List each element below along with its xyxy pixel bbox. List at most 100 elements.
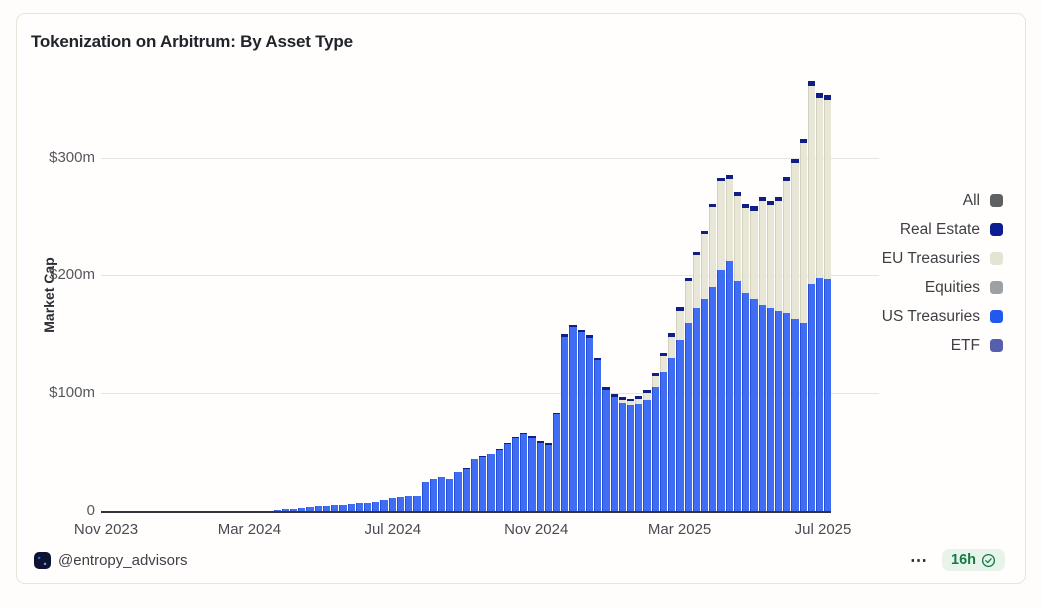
bar-column[interactable] [191, 81, 198, 511]
bar-column[interactable] [364, 81, 372, 511]
legend-item-equities[interactable]: Equities [882, 273, 1003, 302]
bar-column[interactable] [380, 81, 388, 511]
bar-column[interactable] [167, 81, 174, 511]
bar-column[interactable] [766, 81, 774, 511]
bar-column[interactable] [807, 81, 816, 511]
bar-column[interactable] [224, 81, 231, 511]
bar-column[interactable] [577, 81, 585, 511]
bar-column[interactable] [290, 81, 298, 511]
bar-column[interactable] [241, 81, 248, 511]
bar-column[interactable] [306, 81, 314, 511]
bar-column[interactable] [783, 81, 791, 511]
bar-column[interactable] [216, 81, 223, 511]
bar-column[interactable] [668, 81, 676, 511]
bar-column[interactable] [208, 81, 215, 511]
bar-column[interactable] [388, 81, 396, 511]
bar-column[interactable] [692, 81, 700, 511]
bar-column[interactable] [799, 81, 807, 511]
timestamp-text: 16h [951, 552, 976, 568]
bar-column[interactable] [372, 81, 380, 511]
bar-column[interactable] [569, 81, 577, 511]
bar-column[interactable] [717, 81, 725, 511]
bar-column[interactable] [495, 81, 503, 511]
bar-column[interactable] [396, 81, 405, 511]
bar-column[interactable] [454, 81, 462, 511]
bar-column[interactable] [437, 81, 446, 511]
bar-column[interactable] [314, 81, 322, 511]
bar-column[interactable] [700, 81, 709, 511]
bar-column[interactable] [709, 81, 717, 511]
bar-column[interactable] [470, 81, 479, 511]
bar-column[interactable] [618, 81, 626, 511]
legend-item-real-estate[interactable]: Real Estate [882, 215, 1003, 244]
bar-column[interactable] [750, 81, 758, 511]
bar-column[interactable] [109, 81, 116, 511]
bar-column[interactable] [233, 81, 240, 511]
bar-column[interactable] [331, 81, 339, 511]
bar-column[interactable] [676, 81, 684, 511]
bar-column[interactable] [553, 81, 561, 511]
bar-column[interactable] [281, 81, 290, 511]
bar-column[interactable] [503, 81, 511, 511]
bar-column[interactable] [183, 81, 190, 511]
bar-column[interactable] [487, 81, 495, 511]
bar-column[interactable] [816, 81, 824, 511]
bar-column[interactable] [200, 81, 207, 511]
bar-column[interactable] [602, 81, 610, 511]
bar-column[interactable] [651, 81, 659, 511]
bar-column[interactable] [413, 81, 421, 511]
bar-column[interactable] [101, 81, 108, 511]
bar-column[interactable] [544, 81, 553, 511]
bar-column[interactable] [824, 81, 832, 511]
bar-column[interactable] [536, 81, 544, 511]
bar-column[interactable] [462, 81, 470, 511]
bar-column[interactable] [627, 81, 635, 511]
bar-column[interactable] [134, 81, 141, 511]
bar-column[interactable] [635, 81, 643, 511]
legend-item-etf[interactable]: ETF [882, 331, 1003, 360]
bar-column[interactable] [298, 81, 306, 511]
legend-item-eu-treasuries[interactable]: EU Treasuries [882, 244, 1003, 273]
bar-column[interactable] [659, 81, 668, 511]
bar-column[interactable] [774, 81, 783, 511]
bar-column[interactable] [643, 81, 651, 511]
bar-column[interactable] [733, 81, 742, 511]
bar-column[interactable] [175, 81, 182, 511]
bar-column[interactable] [339, 81, 347, 511]
author-handle[interactable]: @entropy_advisors [58, 552, 188, 569]
bar-column[interactable] [758, 81, 766, 511]
avatar[interactable] [34, 552, 51, 569]
bar-column[interactable] [347, 81, 355, 511]
bar-column[interactable] [791, 81, 799, 511]
legend-item-us-treasuries[interactable]: US Treasuries [882, 302, 1003, 331]
bar-column[interactable] [355, 81, 363, 511]
bar-column[interactable] [117, 81, 124, 511]
bar-column[interactable] [429, 81, 437, 511]
bar-column[interactable] [249, 81, 256, 511]
bar-column[interactable] [725, 81, 733, 511]
bar-column[interactable] [684, 81, 692, 511]
bar-column[interactable] [150, 81, 157, 511]
timestamp-badge[interactable]: 16h [942, 549, 1005, 571]
legend-item-all[interactable]: All [882, 186, 1003, 215]
bar-column[interactable] [273, 81, 281, 511]
bar-column[interactable] [585, 81, 594, 511]
bar-column[interactable] [421, 81, 429, 511]
bar-column[interactable] [159, 81, 166, 511]
bar-column[interactable] [142, 81, 149, 511]
bar-column[interactable] [265, 81, 272, 511]
bar-column[interactable] [610, 81, 618, 511]
bar-column[interactable] [479, 81, 487, 511]
bar-column[interactable] [520, 81, 528, 511]
bar-column[interactable] [511, 81, 520, 511]
more-menu-icon[interactable]: ⋯ [910, 550, 928, 570]
bar-column[interactable] [528, 81, 536, 511]
bar-column[interactable] [126, 81, 133, 511]
bar-column[interactable] [742, 81, 750, 511]
bar-column[interactable] [561, 81, 569, 511]
bar-column[interactable] [594, 81, 602, 511]
bar-column[interactable] [322, 81, 331, 511]
bar-column[interactable] [405, 81, 413, 511]
bar-column[interactable] [446, 81, 454, 511]
bar-column[interactable] [257, 81, 264, 511]
